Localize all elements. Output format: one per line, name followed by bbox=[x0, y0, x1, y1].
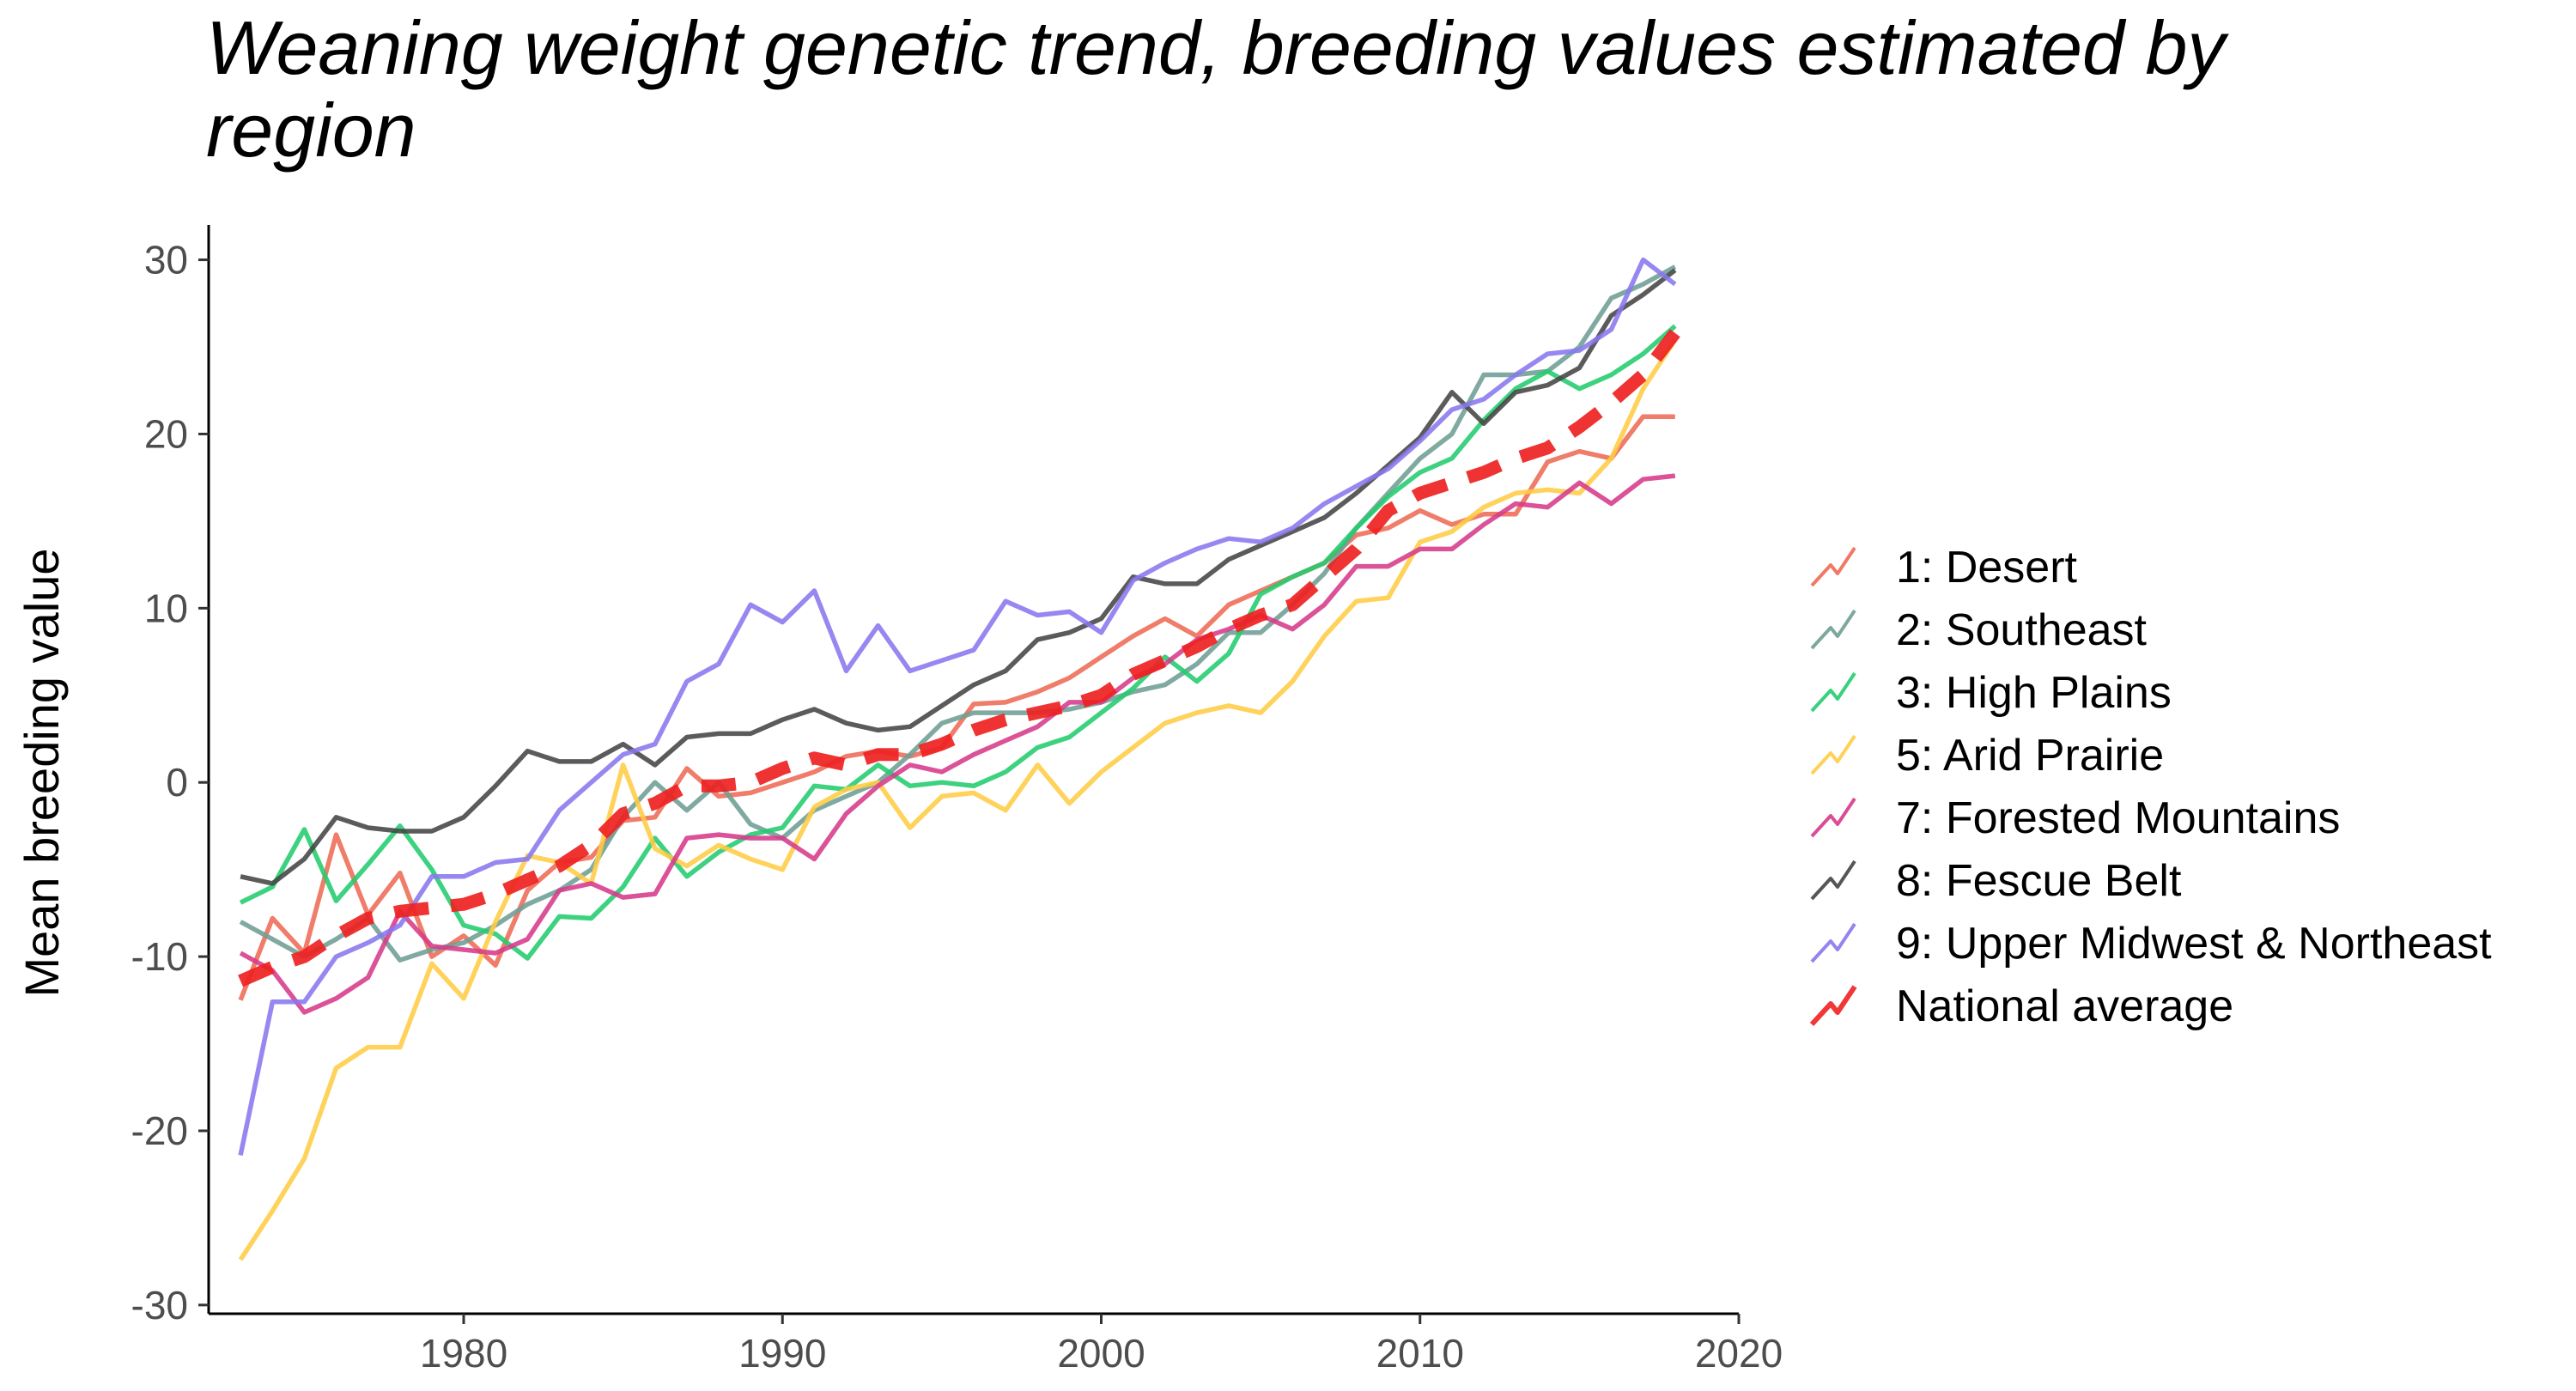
legend-item: 2: Southeast bbox=[1810, 605, 2148, 655]
legend-key bbox=[1810, 734, 1856, 775]
legend-item: 5: Arid Prairie bbox=[1810, 731, 2164, 781]
x-tick-label: 1990 bbox=[738, 1331, 826, 1376]
series-line-5 bbox=[239, 473, 1676, 1015]
y-axis-title: Mean breeding value bbox=[15, 548, 69, 997]
legend-label: 1: Desert bbox=[1896, 543, 2078, 592]
y-tick-label: -30 bbox=[131, 1283, 188, 1327]
x-tick-label: 2000 bbox=[1057, 1331, 1145, 1376]
legend-key bbox=[1810, 609, 1856, 650]
legend-key bbox=[1810, 671, 1856, 713]
legend-label: 7: Forested Mountains bbox=[1896, 793, 2340, 843]
x-tick-label: 2020 bbox=[1695, 1331, 1783, 1376]
legend-label: National average bbox=[1896, 981, 2233, 1031]
legend-label: 5: Arid Prairie bbox=[1896, 731, 2164, 781]
legend-item: 7: Forested Mountains bbox=[1810, 793, 2340, 843]
series-line-8 bbox=[238, 329, 1680, 987]
series-line-7 bbox=[238, 257, 1677, 1156]
y-tick-label: 30 bbox=[144, 238, 188, 282]
legend-key bbox=[1810, 922, 1856, 963]
x-tick-label: 1980 bbox=[420, 1331, 507, 1376]
legend: 1: Desert 2: Southeast 3: High Plains 5: Ar… bbox=[1809, 543, 2492, 1031]
legend-key bbox=[1810, 797, 1856, 838]
series-line-4 bbox=[238, 338, 1678, 1261]
legend-label: 9: Upper Midwest & Northeast bbox=[1896, 919, 2492, 969]
legend-item: National average bbox=[1809, 981, 2233, 1031]
legend-label: 2: Southeast bbox=[1896, 605, 2148, 655]
x-tick-label: 2010 bbox=[1376, 1331, 1464, 1376]
series-line-2 bbox=[239, 264, 1677, 963]
chart-title: Weaning weight genetic trend, breeding v… bbox=[206, 5, 2226, 173]
y-tick-label: -10 bbox=[131, 934, 188, 979]
legend-label: 3: High Plains bbox=[1896, 668, 2172, 718]
y-tick-label: 10 bbox=[144, 586, 188, 630]
series-line-6 bbox=[240, 268, 1677, 886]
y-tick-label: -20 bbox=[131, 1109, 188, 1153]
legend-item: 9: Upper Midwest & Northeast bbox=[1810, 919, 2492, 969]
legend-item: 8: Fescue Belt bbox=[1810, 856, 2182, 906]
series-line-3 bbox=[239, 324, 1677, 961]
legend-label: 8: Fescue Belt bbox=[1896, 856, 2182, 906]
legend-key bbox=[1809, 985, 1857, 1027]
plot-area bbox=[238, 257, 1680, 1261]
legend-item: 3: High Plains bbox=[1810, 668, 2172, 718]
legend-key bbox=[1810, 860, 1856, 901]
y-tick-label: 20 bbox=[144, 411, 188, 456]
y-tick-label: 0 bbox=[166, 760, 188, 805]
legend-item: 1: Desert bbox=[1810, 543, 2078, 592]
legend-key bbox=[1810, 546, 1856, 587]
